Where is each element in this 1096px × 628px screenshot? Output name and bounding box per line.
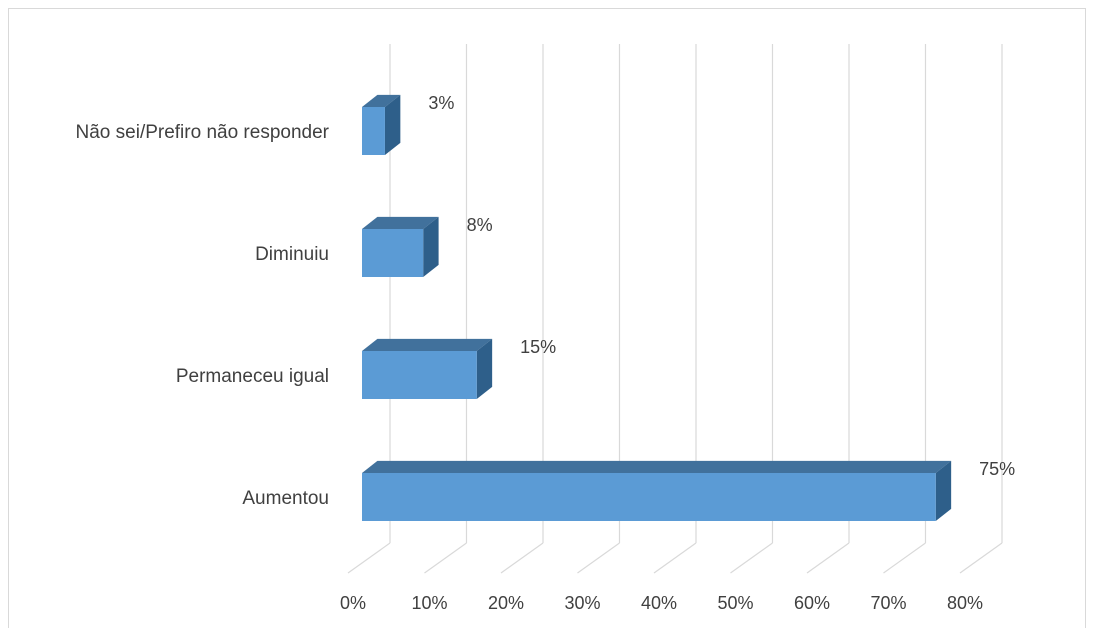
floor-gridline <box>347 542 391 574</box>
x-tick-label: 30% <box>564 593 600 613</box>
category-label: Diminuiu <box>255 244 329 265</box>
floor-gridline <box>806 542 850 574</box>
x-tick-label: 40% <box>641 593 677 613</box>
floor-gridline <box>883 542 926 574</box>
bar-top-face <box>362 94 401 107</box>
x-tick-label: 0% <box>340 593 366 613</box>
x-tick-label: 80% <box>947 593 983 613</box>
data-label: 15% <box>520 337 556 357</box>
x-tick-label: 70% <box>870 593 906 613</box>
category-label: Não sei/Prefiro não responder <box>76 122 330 143</box>
bar <box>362 351 477 399</box>
bar-top-face <box>362 216 439 229</box>
bar-side-face <box>935 460 952 521</box>
bar <box>362 473 936 521</box>
x-tick-label: 10% <box>411 593 447 613</box>
floor-gridline <box>424 542 467 574</box>
floor-gridline <box>653 542 697 574</box>
x-tick-label: 50% <box>717 593 753 613</box>
x-tick-label: 20% <box>488 593 524 613</box>
category-label: Aumentou <box>242 488 329 509</box>
floor-gridline <box>577 542 620 574</box>
data-label: 8% <box>467 215 493 235</box>
category-label: Permaneceu igual <box>176 366 329 387</box>
chart-frame <box>8 8 1086 628</box>
data-label: 75% <box>979 459 1015 479</box>
floor-gridline <box>500 542 544 574</box>
bar-top-face <box>362 460 952 473</box>
labels: 0% 10% 20% 30% 40% 50% 60% 70% 80% Não sei/Prefir… <box>76 93 1016 613</box>
bars <box>362 94 952 521</box>
floor-gridline <box>959 542 1003 574</box>
data-label: 3% <box>428 93 454 113</box>
bar-side-face <box>384 94 401 155</box>
floor-gridline <box>730 542 773 574</box>
x-tick-label: 60% <box>794 593 830 613</box>
bar-top-face <box>362 338 493 351</box>
bar <box>362 229 424 277</box>
bar <box>362 107 385 155</box>
gridlines <box>347 44 1003 574</box>
bar-side-face <box>423 216 439 277</box>
bar-side-face <box>476 338 493 399</box>
